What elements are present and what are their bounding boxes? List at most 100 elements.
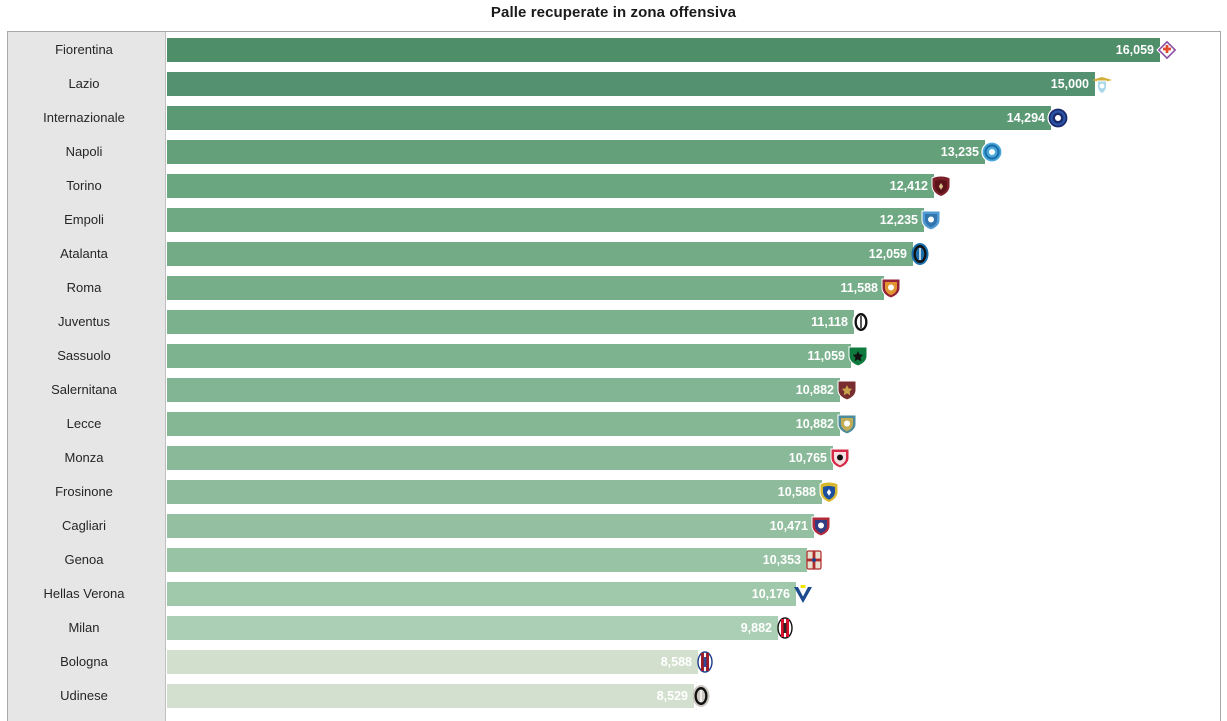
bar-track: 14,294 <box>167 101 1220 135</box>
bar-value-label: 15,000 <box>1050 77 1089 91</box>
bar[interactable] <box>167 174 934 198</box>
bar-value-label: 12,059 <box>868 247 907 261</box>
bar-value-label: 10,765 <box>788 451 827 465</box>
bar[interactable] <box>167 548 807 572</box>
bar-value-label: 12,235 <box>879 213 918 227</box>
genoa-crest <box>803 549 825 571</box>
bar-value-label: 10,471 <box>769 519 808 533</box>
bar-value-label: 10,882 <box>795 383 834 397</box>
category-label-napoli: Napoli <box>65 144 103 159</box>
monza-crest <box>829 447 851 469</box>
category-label-fiorentina: Fiorentina <box>55 42 113 57</box>
category-label-udinese: Udinese <box>60 688 108 703</box>
category-label-roma: Roma <box>66 280 102 295</box>
bar[interactable] <box>167 106 1051 130</box>
bar-track: 10,471 <box>167 509 1220 543</box>
bar[interactable] <box>167 378 840 402</box>
category-label-hellas-verona: Hellas Verona <box>43 586 125 601</box>
udinese-crest <box>690 685 712 707</box>
bar-row: Atalanta 12,059 <box>8 237 1220 271</box>
bar[interactable] <box>167 72 1095 96</box>
category-axis-panel <box>8 32 166 721</box>
category-label-lazio: Lazio <box>68 76 100 91</box>
bar-row: Empoli 12,235 <box>8 203 1220 237</box>
bar-row: Sassuolo 11,059 <box>8 339 1220 373</box>
bar[interactable] <box>167 446 833 470</box>
bar-row: Fiorentina 16,059 <box>8 33 1220 67</box>
bar-value-label: 13,235 <box>940 145 979 159</box>
bar-track: 12,235 <box>167 203 1220 237</box>
plot-area: Fiorentina 16,059 Lazio 15,000 Internazional… <box>7 31 1221 721</box>
bar-track: 15,000 <box>167 67 1220 101</box>
bar[interactable] <box>167 344 851 368</box>
bar-row: Internazionale 14,294 <box>8 101 1220 135</box>
bar-value-label: 8,588 <box>660 655 692 669</box>
bar-track: 16,059 <box>167 33 1220 67</box>
bar-row: Salernitana 10,882 <box>8 373 1220 407</box>
torino-crest <box>930 175 952 197</box>
bar-value-label: 8,529 <box>656 689 688 703</box>
category-label-salernitana: Salernitana <box>51 382 117 397</box>
bar-row: Bologna 8,588 <box>8 645 1220 679</box>
bar[interactable] <box>167 684 694 708</box>
bar-track: 10,353 <box>167 543 1220 577</box>
category-label-internazionale: Internazionale <box>43 110 125 125</box>
category-label-empoli: Empoli <box>64 212 104 227</box>
bar-value-label: 10,353 <box>762 553 801 567</box>
bar[interactable] <box>167 208 924 232</box>
chart-title: Palle recuperate in zona offensiva <box>490 4 737 21</box>
bar-track: 10,765 <box>167 441 1220 475</box>
bar[interactable] <box>167 242 913 266</box>
bar-value-label: 16,059 <box>1115 43 1154 57</box>
roma-crest <box>880 277 902 299</box>
category-label-monza: Monza <box>64 450 104 465</box>
bar-value-label: 11,118 <box>811 315 848 329</box>
category-label-torino: Torino <box>66 178 102 193</box>
bar[interactable] <box>167 276 884 300</box>
bar[interactable] <box>167 514 814 538</box>
bar-row: Monza 10,765 <box>8 441 1220 475</box>
bar[interactable] <box>167 310 854 334</box>
bar[interactable] <box>167 480 822 504</box>
bar-row: Hellas Verona 10,176 <box>8 577 1220 611</box>
category-label-juventus: Juventus <box>57 314 111 329</box>
hellas-verona-crest <box>792 583 814 605</box>
bar-row: Juventus 11,118 <box>8 305 1220 339</box>
bar[interactable] <box>167 38 1160 62</box>
juventus-crest <box>850 311 872 333</box>
bar-value-label: 10,882 <box>795 417 834 431</box>
bar-row: Roma 11,588 <box>8 271 1220 305</box>
bar-value-label: 9,882 <box>740 621 772 635</box>
cagliari-crest <box>810 515 832 537</box>
category-label-cagliari: Cagliari <box>61 518 107 533</box>
bar-rows: Fiorentina 16,059 Lazio 15,000 Internazional… <box>8 32 1220 721</box>
bar-row: Milan 9,882 <box>8 611 1220 645</box>
bar-track: 11,059 <box>167 339 1220 373</box>
category-label-lecce: Lecce <box>66 416 102 431</box>
category-label-frosinone: Frosinone <box>55 484 113 499</box>
bar-value-label: 12,412 <box>889 179 928 193</box>
bar-track: 11,588 <box>167 271 1220 305</box>
sassuolo-crest <box>847 345 869 367</box>
bar-value-label: 14,294 <box>1006 111 1045 125</box>
bar[interactable] <box>167 582 796 606</box>
bar-row: Frosinone 10,588 <box>8 475 1220 509</box>
bar-row: Lazio 15,000 <box>8 67 1220 101</box>
bar[interactable] <box>167 650 698 674</box>
milan-crest <box>774 617 796 639</box>
bar[interactable] <box>167 140 985 164</box>
atalanta-crest <box>909 243 931 265</box>
bar-track: 10,882 <box>167 407 1220 441</box>
bar-row: Torino 12,412 <box>8 169 1220 203</box>
bar[interactable] <box>167 616 778 640</box>
bologna-crest <box>694 651 716 673</box>
bar[interactable] <box>167 412 840 436</box>
internazionale-crest <box>1047 107 1069 129</box>
empoli-crest <box>920 209 942 231</box>
bar-row: Udinese 8,529 <box>8 679 1220 713</box>
bar-row: Cagliari 10,471 <box>8 509 1220 543</box>
bar-track: 8,588 <box>167 645 1220 679</box>
fiorentina-crest <box>1156 39 1178 61</box>
bar-value-label: 10,176 <box>751 587 790 601</box>
napoli-crest <box>981 141 1003 163</box>
